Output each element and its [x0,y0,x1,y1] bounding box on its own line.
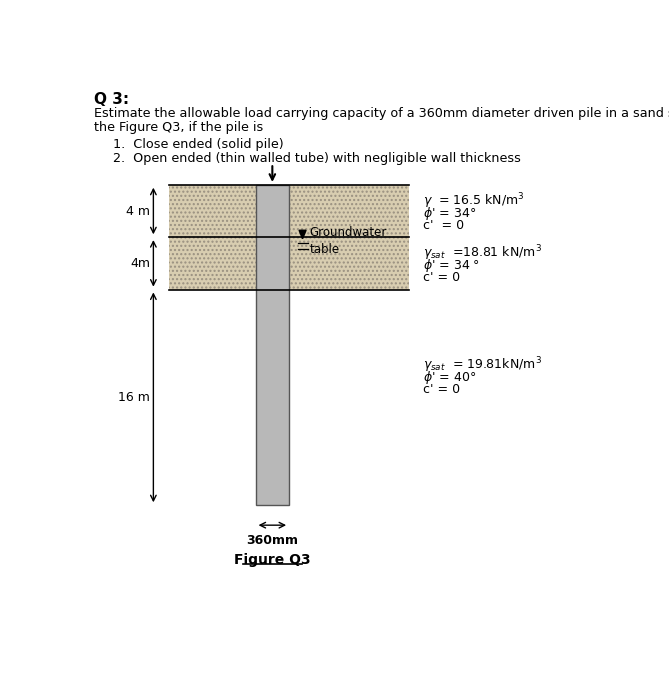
Bar [169,237,409,290]
Text: $\gamma_{sat}$  = 19.81kN/m$^3$: $\gamma_{sat}$ = 19.81kN/m$^3$ [423,355,542,375]
Text: 4 m: 4 m [126,204,151,218]
Text: $\phi$' = 40°: $\phi$' = 40° [423,369,476,386]
Polygon shape [299,231,306,239]
Text: Q 3:: Q 3: [94,92,130,106]
Bar [169,185,409,237]
Text: 360mm: 360mm [246,534,298,547]
Text: Estimate the allowable load carrying capacity of a 360mm diameter driven pile in: Estimate the allowable load carrying cap… [94,107,669,120]
Text: Figure Q3: Figure Q3 [234,553,310,567]
Text: Groundwater: Groundwater [309,226,387,239]
Text: 4m: 4m [130,257,151,270]
Text: c' = 0: c' = 0 [423,383,460,396]
Text: $\gamma_{sat}$  =18.81 kN/m$^3$: $\gamma_{sat}$ =18.81 kN/m$^3$ [423,243,542,263]
Text: 1.  Close ended (solid pile): 1. Close ended (solid pile) [113,138,284,151]
Text: $\phi$' = 34 °: $\phi$' = 34 ° [423,257,480,274]
Text: table: table [309,243,339,256]
Text: c'  = 0: c' = 0 [423,218,464,232]
Text: c' = 0: c' = 0 [423,271,460,284]
Bar [256,185,289,505]
Text: $\gamma$  = 16.5 kN/m$^3$: $\gamma$ = 16.5 kN/m$^3$ [423,191,524,210]
Text: 16 m: 16 m [118,391,151,404]
Text: the Figure Q3, if the pile is: the Figure Q3, if the pile is [94,121,264,134]
Text: $\phi$' = 34°: $\phi$' = 34° [423,205,476,222]
Text: 2.  Open ended (thin walled tube) with negligible wall thickness: 2. Open ended (thin walled tube) with ne… [113,152,521,164]
